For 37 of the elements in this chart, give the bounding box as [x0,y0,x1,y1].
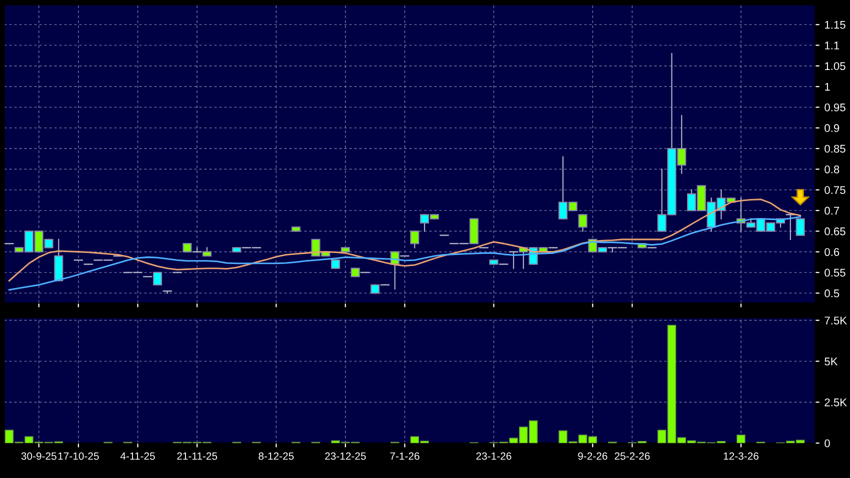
bar [736,434,746,444]
y-tick-label: 1.15 [825,20,846,29]
y-tick-label: 2.5K [824,398,847,406]
x-tick-label: 23-1-26 [476,452,512,460]
y-tick-label: 1.05 [825,62,846,70]
y-tick-label: 0.75 [824,186,846,194]
x-tick-label: 25-2-26 [614,452,650,460]
y-tick-label: 0.95 [824,104,846,112]
y-tick-label: 0.85 [824,144,846,153]
x-tick-label: 23-12-25 [325,452,366,460]
line-series [8,216,802,291]
y-tick-label: 0.5 [824,289,840,298]
y-tick-label: 0.9 [824,124,840,132]
x-tick-label: 7-1-26 [390,452,420,460]
x-tick-label: 30-9-25 [21,452,56,460]
x-tick-label: 12-3-26 [724,452,758,460]
line-series [8,198,802,282]
candlestick [796,218,805,236]
x-tick-label: 4-11-25 [120,452,155,460]
y-tick-label: 0.65 [824,227,846,236]
y-tick-label: 7.5K [824,316,847,324]
x-tick-label: 17-10-25 [58,452,99,460]
y-tick-label: 0.8 [824,165,840,174]
x-tick-label: 9-2-26 [578,452,608,460]
x-tick-label: 8-12-25 [258,452,294,460]
y-tick-label: 1 [825,82,830,91]
y-tick-label: 5K [824,358,838,366]
candlestick [786,214,796,240]
y-tick-label: 0 [824,439,830,448]
candlestick [508,251,518,269]
candlestick [410,230,420,248]
y-tick-label: 0.6 [824,248,840,256]
x-tick-label: 21-11-25 [177,452,218,460]
candlestick [578,214,588,232]
y-tick-label: 1.1 [825,42,840,50]
y-tick-label: 0.7 [824,206,840,215]
y-tick-label: 0.55 [824,268,846,277]
